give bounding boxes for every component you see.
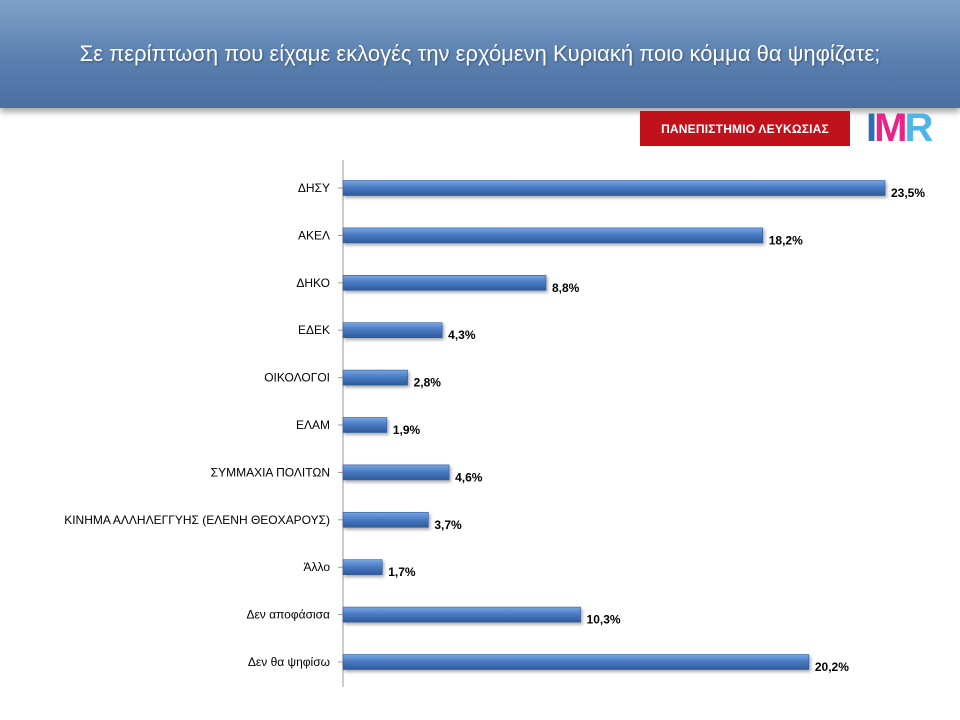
bar <box>342 275 547 291</box>
bar <box>342 654 810 670</box>
category-label: ΣΥΜΜΑΧΙΑ ΠΟΛΙΤΩΝ <box>211 465 330 479</box>
value-label: 20,2% <box>815 660 849 674</box>
page-title: Σε περίπτωση που είχαμε εκλογές την ερχό… <box>79 41 881 66</box>
value-label: 4,6% <box>455 470 483 484</box>
bar <box>342 464 450 481</box>
value-label: 1,7% <box>388 565 416 579</box>
bar <box>342 369 408 386</box>
category-label: Άλλο <box>303 560 330 574</box>
value-label: 23,5% <box>891 186 925 200</box>
category-label: ΟΙΚΟΛΟΓΟΙ <box>264 371 330 385</box>
bar <box>342 417 388 433</box>
university-logo: ΠΑΝΕΠΙΣΤΗΜΙΟ ΛΕΥΚΩΣΙΑΣ <box>640 111 850 146</box>
bar <box>342 511 429 528</box>
value-label: 18,2% <box>769 233 803 247</box>
university-logo-text: ΠΑΝΕΠΙΣΤΗΜΙΟ ΛΕΥΚΩΣΙΑΣ <box>661 121 829 136</box>
category-label: ΚΙΝΗΜΑ ΑΛΛΗΛΕΓΓΥΗΣ (ΕΛΕΝΗ ΘΕΟΧΑΡΟΥΣ) <box>64 513 330 527</box>
category-label: ΔΗΚΟ <box>296 276 330 290</box>
category-label: ΑΚΕΛ <box>298 228 330 242</box>
imr-logo: IMR <box>866 106 933 150</box>
value-label: 3,7% <box>434 518 462 532</box>
value-label: 4,3% <box>448 328 476 342</box>
bar-chart: ΔΗΣΥ 23,5% ΑΚΕΛ 18,2% ΔΗΚΟ 8,8% ΕΔΕΚ 4,3% ΟΙΚΟΛΟ… <box>64 160 925 687</box>
bar <box>342 322 443 338</box>
category-label: Δεν θα ψηφίσω <box>248 655 330 669</box>
category-label: ΔΗΣΥ <box>298 181 330 195</box>
value-label: 2,8% <box>414 376 442 390</box>
bar <box>342 180 886 196</box>
category-label: ΕΛΑΜ <box>296 418 330 432</box>
value-label: 8,8% <box>552 281 580 295</box>
bar <box>342 606 581 623</box>
value-label: 1,9% <box>393 423 421 437</box>
category-label: Δεν αποφάσισα <box>246 608 330 622</box>
bar <box>342 227 764 244</box>
bar <box>342 559 383 576</box>
title-banner: Σε περίπτωση που είχαμε εκλογές την ερχό… <box>0 0 960 108</box>
category-label: ΕΔΕΚ <box>298 323 330 337</box>
value-label: 10,3% <box>587 613 621 627</box>
